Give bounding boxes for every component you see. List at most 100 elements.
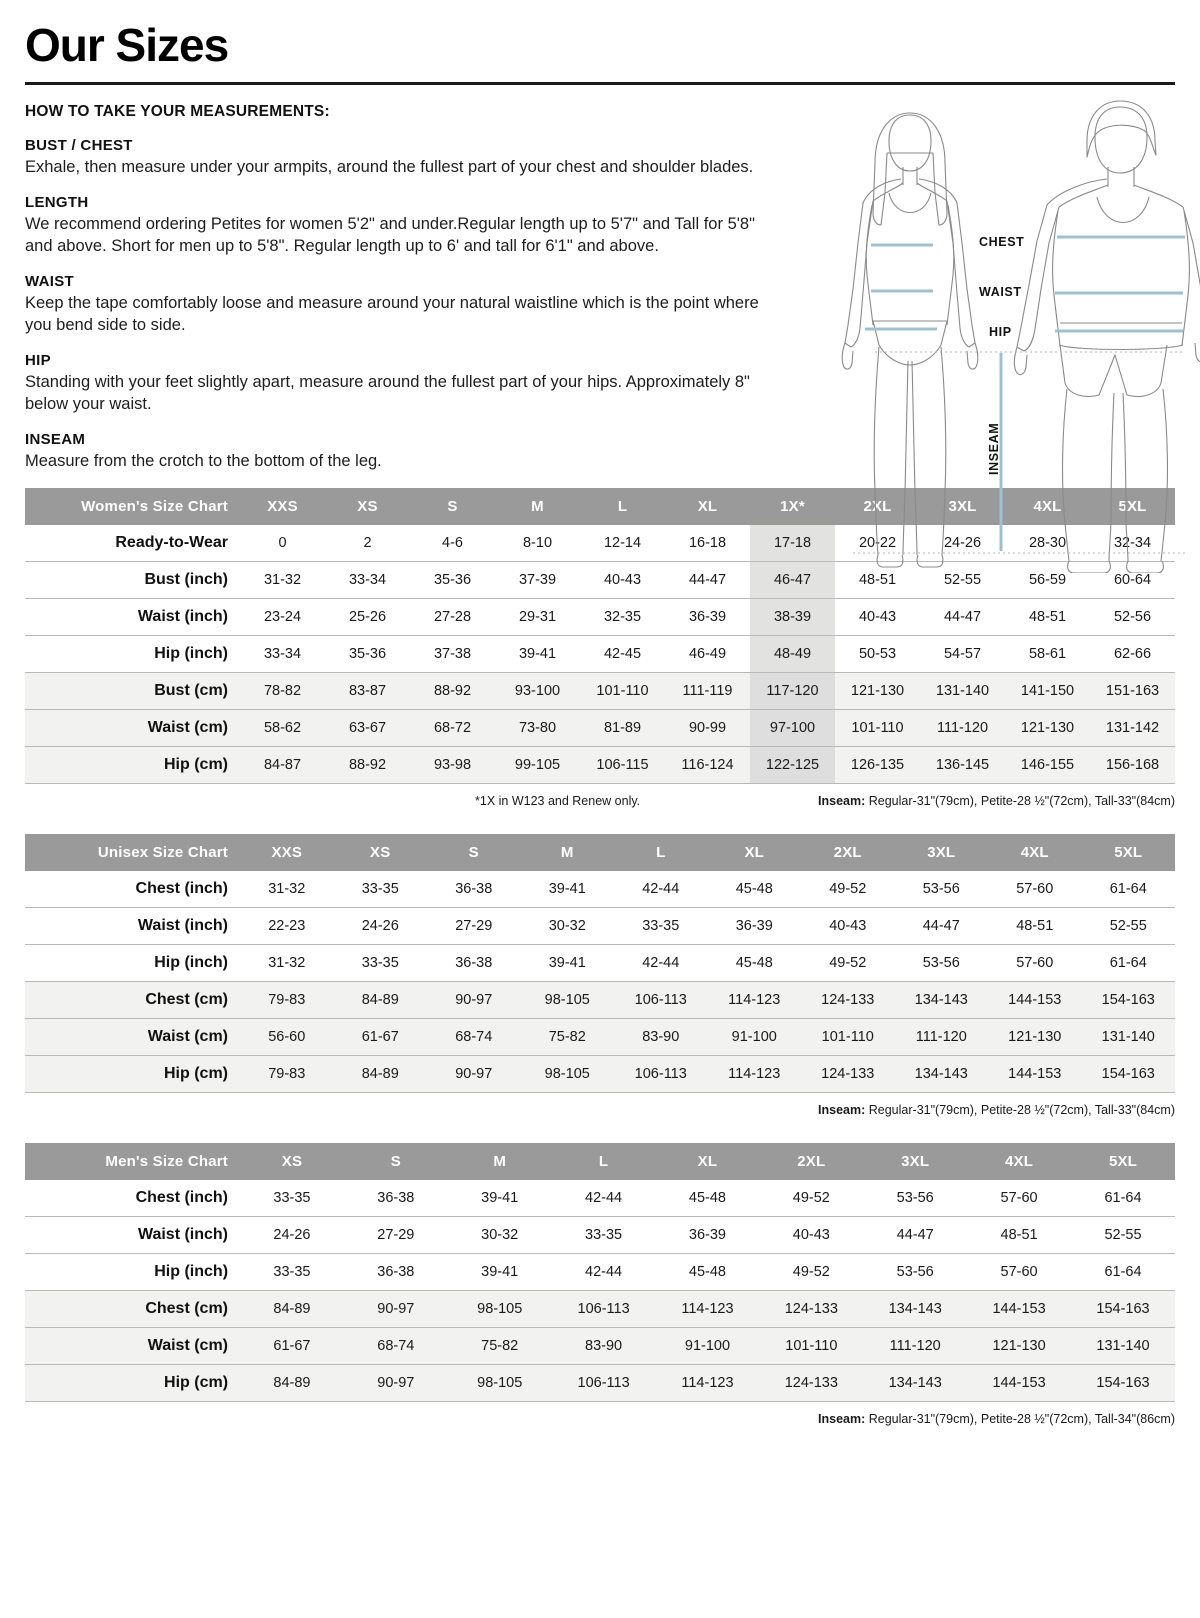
cell-hip-inch-3xl: 53-56 — [894, 944, 988, 982]
cell-bust-inch-1x: 46-47 — [750, 561, 835, 599]
cell-hip-inch-s: 36-38 — [343, 1253, 448, 1291]
cell-chest-cm-4xl: 144-153 — [988, 981, 1082, 1019]
cell-hip-cm-l: 106-113 — [614, 1055, 708, 1093]
row-header-hip-inch: Hip (inch) — [25, 635, 240, 673]
size-table: Women's Size Chart XXS XS S M L XL 1X* 2XL 3XL 4XL… — [25, 487, 1175, 784]
table-row: Waist (cm) 56-60 61-67 68-74 75-82 83-90 91-10… — [25, 1018, 1175, 1056]
cell-hip-cm-xl: 116-124 — [665, 746, 750, 784]
table-row: Waist (inch) 23-24 25-26 27-28 29-31 32-35 36-… — [25, 598, 1175, 636]
column-header-2xl: 2XL — [801, 833, 895, 871]
cell-chest-inch-xl: 45-48 — [707, 870, 801, 908]
cell-waist-inch-4xl: 48-51 — [967, 1216, 1072, 1254]
table-row: Waist (cm) 61-67 68-74 75-82 83-90 91-100 101-… — [25, 1327, 1175, 1365]
row-header-hip-inch: Hip (inch) — [25, 1253, 241, 1291]
column-header-3xl: 3XL — [920, 487, 1005, 525]
howto-heading: HOW TO TAKE YOUR MEASUREMENTS: — [25, 103, 330, 120]
cell-bust-cm-xs: 83-87 — [325, 672, 410, 710]
cell-chest-cm-xxs: 79-83 — [240, 981, 334, 1019]
cell-chest-inch-l: 42-44 — [614, 870, 708, 908]
waist-label: WAIST — [979, 285, 1022, 299]
cell-hip-inch-xxs: 33-34 — [240, 635, 325, 673]
cell-waist-inch-2xl: 40-43 — [835, 598, 920, 636]
cell-waist-inch-xxs: 22-23 — [240, 907, 334, 945]
cell-waist-inch-3xl: 44-47 — [863, 1216, 968, 1254]
column-header-m: M — [447, 1142, 552, 1180]
table-header-row: Unisex Size Chart XXS XS S M L XL 2XL 3XL 4XL 5XL — [25, 833, 1175, 871]
cell-bust-cm-4xl: 141-150 — [1005, 672, 1090, 710]
cell-hip-inch-2xl: 49-52 — [801, 944, 895, 982]
table-row: Ready-to-Wear 0 2 4-6 8-10 12-14 16-18 17-18 20-… — [25, 524, 1175, 562]
cell-hip-cm-xl: 114-123 — [707, 1055, 801, 1093]
cell-waist-cm-2xl: 101-110 — [835, 709, 920, 747]
cell-bust-inch-xs: 33-34 — [325, 561, 410, 599]
cell-hip-inch-s: 36-38 — [427, 944, 521, 982]
chest-label: CHEST — [979, 235, 1025, 249]
cell-hip-cm-2xl: 126-135 — [835, 746, 920, 784]
table-row: Hip (inch) 31-32 33-35 36-38 39-41 42-44 45-48… — [25, 944, 1175, 982]
cell-waist-cm-l: 81-89 — [580, 709, 665, 747]
cell-waist-inch-xs: 24-26 — [333, 907, 427, 945]
cell-hip-inch-l: 42-44 — [551, 1253, 656, 1291]
cell-hip-cm-l: 106-113 — [551, 1364, 656, 1402]
cell-waist-inch-s: 27-29 — [427, 907, 521, 945]
cell-waist-cm-xxs: 56-60 — [240, 1018, 334, 1056]
intro-section: HOW TO TAKE YOUR MEASUREMENTS: BUST / CH… — [25, 100, 1200, 574]
table-title: Women's Size Chart — [25, 487, 240, 525]
inseam-guides — [853, 351, 1185, 554]
cell-waist-cm-3xl: 111-120 — [894, 1018, 988, 1056]
column-header-xxs: XXS — [240, 833, 334, 871]
cell-hip-inch-5xl: 61-64 — [1071, 1253, 1175, 1291]
table-header-row: Women's Size Chart XXS XS S M L XL 1X* 2XL 3XL 4XL… — [25, 487, 1175, 525]
cell-waist-cm-5xl: 131-140 — [1071, 1327, 1175, 1365]
cell-waist-cm-m: 73-80 — [495, 709, 580, 747]
row-header-chest-inch: Chest (inch) — [25, 1179, 241, 1217]
cell-hip-cm-s: 93-98 — [410, 746, 495, 784]
measurement-instructions: HOW TO TAKE YOUR MEASUREMENTS: BUST / CH… — [25, 103, 785, 473]
cell-hip-inch-5xl: 61-64 — [1081, 944, 1175, 982]
cell-hip-cm-xs: 84-89 — [333, 1055, 427, 1093]
cell-waist-cm-xs: 61-67 — [240, 1327, 344, 1365]
row-header-waist-inch: Waist (inch) — [25, 907, 240, 945]
cell-chest-inch-m: 39-41 — [447, 1179, 552, 1217]
column-header-xxs: XXS — [240, 487, 325, 525]
measure-heading: LENGTH — [25, 193, 89, 211]
cell-hip-cm-s: 90-97 — [427, 1055, 521, 1093]
cell-waist-inch-xs: 25-26 — [325, 598, 410, 636]
cell-waist-inch-4xl: 48-51 — [1005, 598, 1090, 636]
table-row: Waist (inch) 22-23 24-26 27-29 30-32 33-35 36-… — [25, 907, 1175, 945]
cell-bust-inch-l: 40-43 — [580, 561, 665, 599]
cell-chest-inch-s: 36-38 — [343, 1179, 448, 1217]
cell-hip-inch-l: 42-45 — [580, 635, 665, 673]
cell-hip-cm-3xl: 134-143 — [894, 1055, 988, 1093]
row-header-waist-inch: Waist (inch) — [25, 1216, 241, 1254]
cell-waist-cm-3xl: 111-120 — [863, 1327, 968, 1365]
row-header-waist-cm: Waist (cm) — [25, 1327, 241, 1365]
cell-waist-cm-m: 75-82 — [520, 1018, 614, 1056]
cell-waist-cm-4xl: 121-130 — [988, 1018, 1082, 1056]
cell-hip-inch-xs: 33-35 — [333, 944, 427, 982]
cell-hip-inch-4xl: 57-60 — [967, 1253, 1072, 1291]
table-title: Unisex Size Chart — [25, 833, 240, 871]
cell-hip-cm-2xl: 124-133 — [759, 1364, 864, 1402]
cell-bust-cm-xxs: 78-82 — [240, 672, 325, 710]
cell-chest-inch-3xl: 53-56 — [894, 870, 988, 908]
measure-body: We recommend ordering Petites for women … — [25, 214, 755, 255]
cell-chest-cm-3xl: 134-143 — [894, 981, 988, 1019]
cell-chest-inch-xl: 45-48 — [655, 1179, 760, 1217]
cell-chest-inch-m: 39-41 — [520, 870, 614, 908]
cell-hip-inch-2xl: 49-52 — [759, 1253, 864, 1291]
table-row: Bust (inch) 31-32 33-34 35-36 37-39 40-43 44-4… — [25, 561, 1175, 599]
column-header-xl: XL — [707, 833, 801, 871]
cell-hip-cm-4xl: 144-153 — [967, 1364, 1072, 1402]
cell-waist-cm-2xl: 101-110 — [801, 1018, 895, 1056]
column-header-s: S — [343, 1142, 448, 1180]
cell-waist-inch-3xl: 44-47 — [920, 598, 1005, 636]
cell-chest-inch-2xl: 49-52 — [801, 870, 895, 908]
cell-chest-inch-xs: 33-35 — [333, 870, 427, 908]
cell-waist-cm-xl: 91-100 — [707, 1018, 801, 1056]
cell-hip-inch-xxs: 31-32 — [240, 944, 334, 982]
cell-ready-to-wear-xs: 2 — [325, 524, 410, 562]
row-header-hip-cm: Hip (cm) — [25, 1055, 240, 1093]
column-header-2xl: 2XL — [835, 487, 920, 525]
row-header-ready-to-wear: Ready-to-Wear — [25, 524, 240, 562]
